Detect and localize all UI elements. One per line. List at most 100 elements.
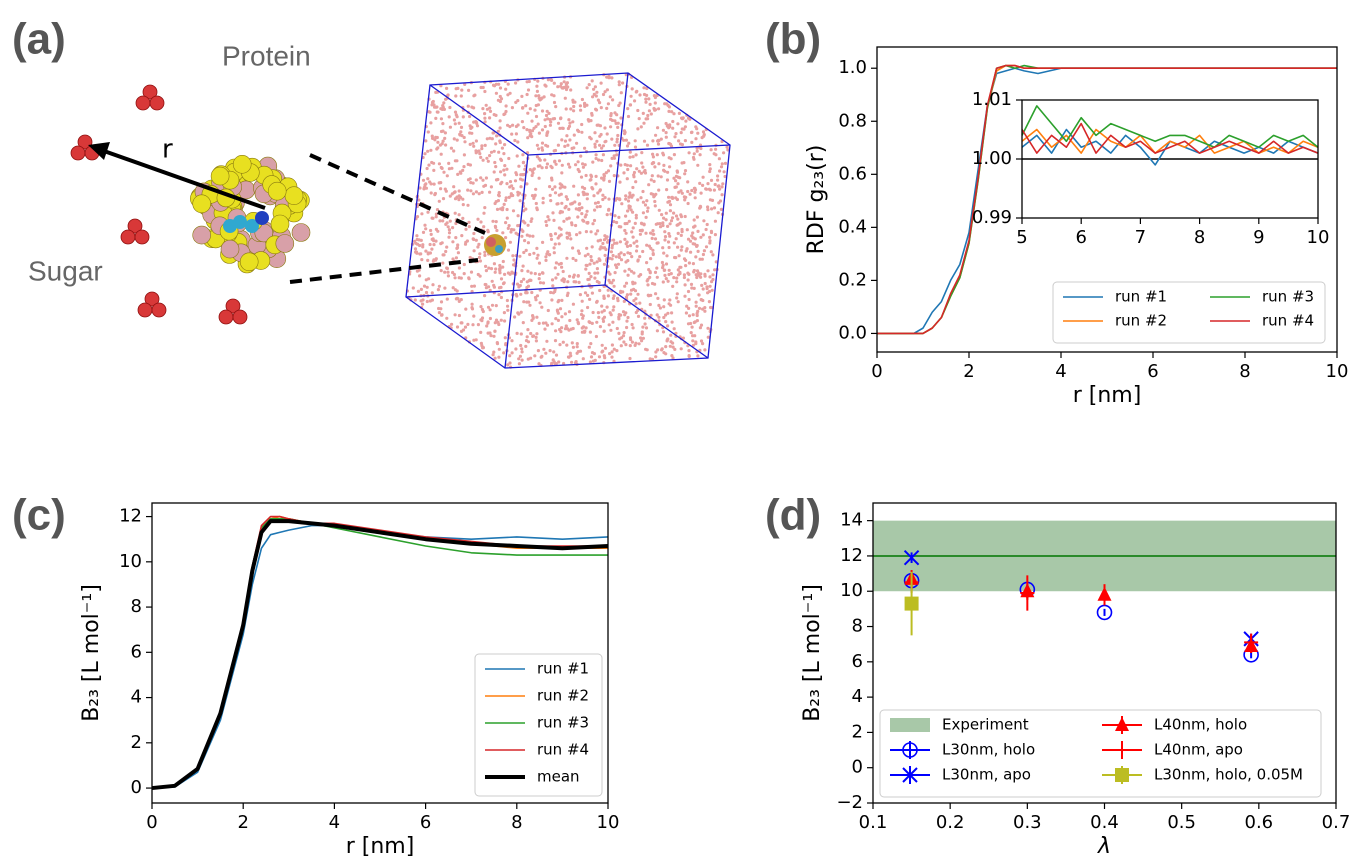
- solvent-particle: [470, 284, 474, 288]
- solvent-particle: [544, 321, 548, 325]
- solvent-particle: [504, 236, 508, 240]
- solvent-particle: [553, 242, 557, 246]
- solvent-particle: [457, 299, 461, 303]
- solvent-particle: [485, 107, 489, 111]
- x-tick-label: 0.4: [1090, 812, 1119, 833]
- solvent-particle: [525, 335, 529, 339]
- solvent-particle: [423, 223, 427, 227]
- solvent-particle: [601, 144, 606, 148]
- solvent-particle: [526, 111, 530, 115]
- solvent-particle: [484, 269, 488, 273]
- solvent-particle: [444, 249, 448, 254]
- solvent-particle: [441, 261, 445, 265]
- solvent-particle: [551, 358, 555, 362]
- solvent-particle: [680, 191, 684, 195]
- solvent-particle: [675, 296, 679, 300]
- solvent-particle: [693, 237, 697, 241]
- solvent-particle: [540, 166, 544, 170]
- solvent-particle: [472, 249, 476, 253]
- solvent-particle: [457, 213, 461, 217]
- solvent-particle: [546, 117, 550, 121]
- solvent-particle: [505, 182, 509, 186]
- solvent-particle: [657, 319, 661, 323]
- solvent-particle: [575, 318, 579, 322]
- solvent-particle: [545, 223, 549, 227]
- solvent-particle: [445, 174, 449, 178]
- solvent-particle: [546, 215, 550, 219]
- solvent-particle: [669, 333, 673, 337]
- solvent-particle: [691, 343, 696, 347]
- solvent-particle: [508, 240, 512, 244]
- solvent-particle: [430, 298, 434, 302]
- solvent-particle: [483, 294, 487, 298]
- solvent-particle: [559, 227, 563, 231]
- solvent-particle: [572, 146, 576, 150]
- solvent-particle: [536, 79, 540, 83]
- solvent-particle: [521, 178, 525, 182]
- solvent-particle: [471, 323, 475, 327]
- solvent-particle: [553, 339, 558, 343]
- solvent-particle: [664, 345, 668, 349]
- solvent-particle: [448, 219, 452, 223]
- solvent-particle: [598, 134, 602, 138]
- solvent-particle: [653, 165, 657, 169]
- solvent-particle: [621, 334, 626, 338]
- y-tick-label: 0: [131, 777, 142, 798]
- solvent-particle: [636, 292, 640, 296]
- solvent-particle: [600, 176, 604, 180]
- solvent-particle: [557, 193, 561, 197]
- solvent-particle: [710, 207, 714, 211]
- solvent-particle: [442, 101, 446, 105]
- solvent-particle: [639, 196, 643, 200]
- solvent-particle: [631, 235, 635, 239]
- solvent-particle: [583, 291, 588, 295]
- distance-label: r: [162, 135, 173, 165]
- solvent-particle: [613, 119, 617, 123]
- solvent-particle: [469, 270, 474, 274]
- solvent-particle: [439, 307, 443, 311]
- solvent-particle: [576, 274, 580, 278]
- solvent-particle: [424, 227, 428, 231]
- solvent-particle: [664, 211, 668, 215]
- solvent-particle: [670, 311, 674, 315]
- solvent-particle: [682, 273, 687, 277]
- solvent-particle: [489, 185, 493, 189]
- solvent-particle: [613, 271, 617, 275]
- solvent-particle: [518, 199, 522, 203]
- solvent-particle: [673, 347, 677, 351]
- solvent-particle: [587, 320, 591, 324]
- solvent-particle: [459, 130, 463, 134]
- solvent-particle: [429, 148, 433, 152]
- solvent-particle: [629, 337, 633, 342]
- solvent-particle: [611, 98, 615, 102]
- solvent-particle: [671, 119, 675, 124]
- solvent-particle: [560, 171, 564, 175]
- solvent-particle: [586, 293, 590, 297]
- solvent-particle: [535, 84, 539, 88]
- solvent-particle: [626, 114, 631, 119]
- y-tick-label: 0.4: [838, 216, 867, 237]
- solvent-particle: [550, 361, 554, 365]
- solvent-particle: [601, 241, 605, 246]
- solvent-particle: [606, 102, 611, 106]
- box-edge: [504, 154, 529, 369]
- solvent-particle: [569, 88, 573, 92]
- solvent-particle: [624, 194, 628, 198]
- solvent-particle: [667, 302, 671, 306]
- solvent-particle: [528, 128, 532, 132]
- solvent-particle: [484, 103, 488, 107]
- solvent-particle: [584, 230, 589, 234]
- solvent-particle: [544, 220, 548, 224]
- solvent-particle: [508, 91, 512, 95]
- solvent-particle: [585, 86, 589, 90]
- solvent-particle: [667, 109, 671, 113]
- solvent-particle: [570, 360, 574, 364]
- solvent-particle: [441, 122, 445, 126]
- solvent-particle: [514, 231, 518, 235]
- solvent-particle: [654, 292, 658, 296]
- solvent-particle: [499, 207, 503, 211]
- solvent-particle: [574, 258, 578, 262]
- solvent-particle: [625, 240, 629, 244]
- solvent-particle: [550, 322, 554, 326]
- solvent-particle: [447, 231, 452, 235]
